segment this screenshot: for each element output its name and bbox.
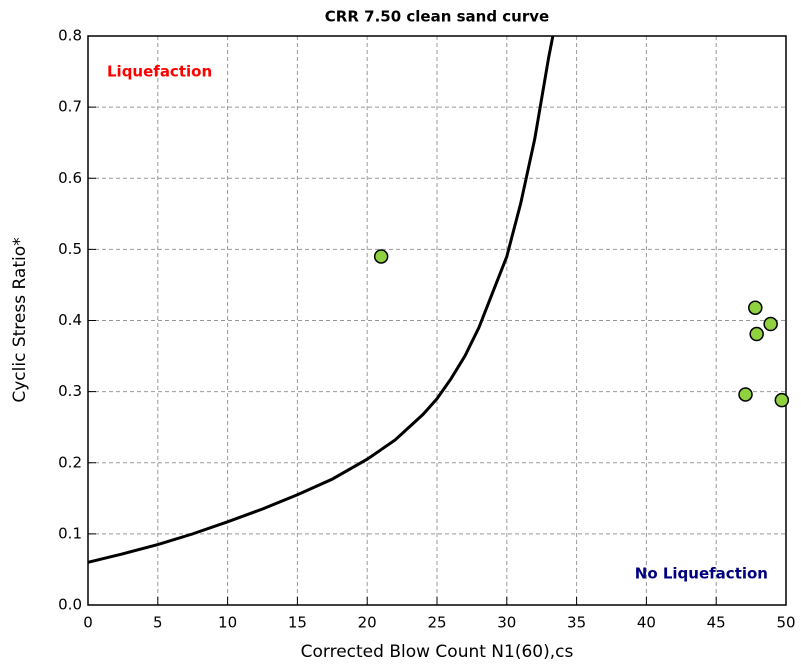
y-axis-label: Cyclic Stress Ratio* <box>10 237 30 402</box>
data-point <box>749 326 764 342</box>
x-tick-label: 45 <box>707 614 726 632</box>
x-tick-label: 10 <box>218 614 237 632</box>
y-tick-label: 0.1 <box>58 524 82 542</box>
annotation: Liquefaction <box>107 63 212 81</box>
y-tick-label: 0.7 <box>58 98 82 116</box>
data-point <box>763 316 778 332</box>
x-tick-label: 0 <box>83 614 93 632</box>
y-tick-label: 0.2 <box>58 453 82 471</box>
annotation: No Liquefaction <box>635 565 768 583</box>
y-tick-label: 0.0 <box>58 596 82 614</box>
y-tick-label: 0.4 <box>58 311 82 329</box>
x-tick-label: 5 <box>153 614 163 632</box>
x-tick-label: 35 <box>567 614 586 632</box>
x-tick-label: 40 <box>637 614 656 632</box>
x-tick-label: 50 <box>776 614 795 632</box>
x-axis-label: Corrected Blow Count N1(60),cs <box>301 642 574 662</box>
data-point <box>748 300 763 315</box>
y-tick-label: 0.8 <box>58 27 82 45</box>
x-tick-label: 20 <box>358 614 377 632</box>
plot-frame <box>87 35 787 606</box>
y-tick-label: 0.5 <box>58 240 82 258</box>
crr-curve <box>87 35 555 564</box>
chart-title: CRR 7.50 clean sand curve <box>325 8 549 26</box>
data-point <box>373 249 389 264</box>
x-tick-label: 15 <box>288 614 307 632</box>
data-point <box>738 387 753 402</box>
y-tick-label: 0.6 <box>58 169 82 187</box>
y-tick-label: 0.3 <box>58 382 82 400</box>
data-point <box>774 392 790 408</box>
x-tick-label: 30 <box>497 614 516 632</box>
x-tick-label: 25 <box>427 614 446 632</box>
